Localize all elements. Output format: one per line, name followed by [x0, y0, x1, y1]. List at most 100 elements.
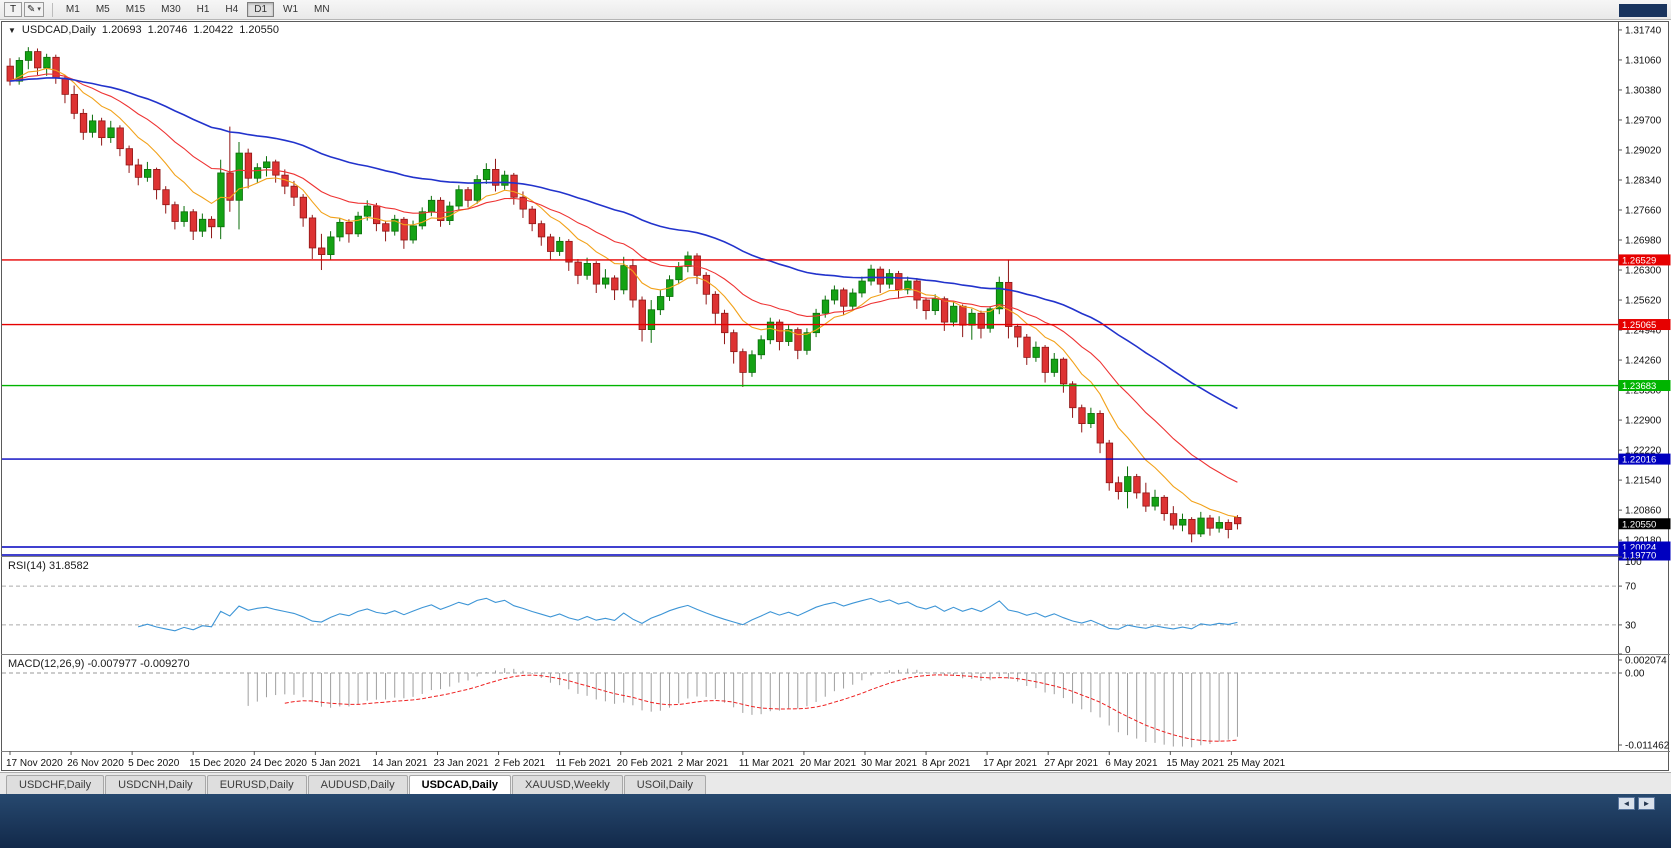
- low-value: 1.20422: [193, 24, 234, 36]
- chevron-down-icon: ▾: [37, 6, 41, 13]
- svg-text:11 Mar 2021: 11 Mar 2021: [739, 758, 795, 769]
- svg-text:1.26980: 1.26980: [1625, 236, 1662, 247]
- svg-text:1.20860: 1.20860: [1625, 506, 1662, 517]
- chart-tab-usdchf[interactable]: USDCHF,Daily: [6, 775, 105, 794]
- level-price-tag: [1618, 254, 1671, 266]
- top-toolbar: T ✎ ▾ M1 M5 M15 M30 H1 H4 D1 W1 MN: [0, 0, 1671, 20]
- close-value: 1.20550: [239, 24, 279, 36]
- level-price-tag: [1618, 319, 1671, 331]
- svg-text:20 Feb 2021: 20 Feb 2021: [617, 758, 674, 769]
- svg-text:5 Dec 2020: 5 Dec 2020: [128, 758, 180, 769]
- svg-text:25 May 2021: 25 May 2021: [1227, 758, 1285, 769]
- svg-text:70: 70: [1625, 582, 1637, 593]
- svg-text:-0.011462: -0.011462: [1625, 741, 1670, 752]
- symbol-title: USDCAD,Daily: [21, 24, 96, 36]
- timeframe-button-m30[interactable]: M30: [161, 4, 181, 15]
- ma-medium-line: [9, 73, 1238, 483]
- svg-text:17 Nov 2020: 17 Nov 2020: [6, 758, 63, 769]
- svg-text:1.23683: 1.23683: [1622, 381, 1656, 392]
- chart-tab-eurusd[interactable]: EURUSD,Daily: [206, 775, 307, 794]
- chart-tab-audusd[interactable]: AUDUSD,Daily: [307, 775, 408, 794]
- svg-text:1.25620: 1.25620: [1625, 296, 1662, 307]
- level-price-tag: [1618, 549, 1671, 561]
- chart-tab-usdcnh[interactable]: USDCNH,Daily: [105, 775, 206, 794]
- rsi-label: RSI(14) 31.8582: [8, 560, 89, 572]
- chart-title-ohlc: ▼ USDCAD,Daily 1.20693 1.20746 1.20422 1…: [8, 24, 279, 36]
- svg-text:1.20180: 1.20180: [1625, 536, 1662, 547]
- level-price-tag: [1618, 453, 1671, 465]
- tab-scroll-right-button[interactable]: ►: [1638, 797, 1655, 810]
- svg-text:26 Nov 2020: 26 Nov 2020: [67, 758, 124, 769]
- ma-slow-line: [9, 77, 1238, 410]
- svg-text:100: 100: [1625, 557, 1642, 568]
- high-value: 1.20746: [147, 24, 188, 36]
- svg-text:8 Apr 2021: 8 Apr 2021: [922, 758, 971, 769]
- svg-text:2 Feb 2021: 2 Feb 2021: [495, 758, 546, 769]
- timeframe-button-m1[interactable]: M1: [65, 4, 80, 15]
- date-axis: 17 Nov 2020 26 Nov 2020 5 Dec 2020 15 Dec 2…: [6, 751, 1286, 769]
- svg-text:17 Apr 2021: 17 Apr 2021: [983, 758, 1037, 769]
- svg-text:5 Jan 2021: 5 Jan 2021: [311, 758, 361, 769]
- svg-text:1.30380: 1.30380: [1625, 85, 1662, 96]
- chart-tabs-bar: USDCHF,Daily USDCNH,Daily EURUSD,Daily AUDU…: [0, 772, 1671, 794]
- timeframe-button-h1[interactable]: H1: [196, 4, 210, 15]
- svg-text:20 Mar 2021: 20 Mar 2021: [800, 758, 857, 769]
- svg-text:1.26529: 1.26529: [1622, 255, 1656, 266]
- current-price-tag: [1618, 518, 1671, 530]
- candles-layer: [6, 47, 1242, 543]
- chart-tab-xauusd[interactable]: XAUUSD,Weekly: [512, 775, 623, 794]
- chart-tab-usoil[interactable]: USOil,Daily: [623, 775, 707, 794]
- rsi-line: [138, 597, 1238, 632]
- timeframe-button-m15[interactable]: M15: [125, 4, 146, 15]
- level-price-tag: [1618, 380, 1671, 392]
- svg-text:1.28340: 1.28340: [1625, 175, 1662, 186]
- svg-text:1.19770: 1.19770: [1622, 551, 1656, 562]
- timeframe-button-m5[interactable]: M5: [95, 4, 110, 15]
- svg-text:1.24260: 1.24260: [1625, 356, 1662, 367]
- open-value: 1.20693: [101, 24, 142, 36]
- timeframe-button-group: M1 M5 M15 M30 H1 H4 D1 W1 MN: [59, 2, 339, 17]
- svg-text:23 Jan 2021: 23 Jan 2021: [433, 758, 488, 769]
- text-tool-button[interactable]: T: [4, 2, 22, 17]
- timeframe-button-w1[interactable]: W1: [283, 4, 299, 15]
- macd-label: MACD(12,26,9) -0.007977 -0.009270: [8, 658, 190, 670]
- ma-fast-line: [9, 67, 1238, 518]
- timeframe-button-h4[interactable]: H4: [225, 4, 239, 15]
- timeframe-button-mn[interactable]: MN: [314, 4, 330, 15]
- top-right-dark-patch: [1619, 4, 1667, 17]
- pencil-icon: ✎: [27, 4, 36, 15]
- chart-tab-usdcad[interactable]: USDCAD,Daily: [408, 775, 512, 794]
- macd-histogram: [247, 668, 1238, 748]
- svg-text:0: 0: [1625, 645, 1631, 656]
- svg-text:2 Mar 2021: 2 Mar 2021: [678, 758, 729, 769]
- macd-signal-line: [284, 674, 1238, 742]
- svg-text:6 May 2021: 6 May 2021: [1105, 758, 1158, 769]
- price-axis: 1.31740 1.31060 1.30380 1.29700 1.29020 1.283…: [1618, 25, 1662, 547]
- svg-text:27 Apr 2021: 27 Apr 2021: [1044, 758, 1098, 769]
- svg-text:1.22016: 1.22016: [1622, 455, 1656, 466]
- price-chart-svg: 1.31740 1.31060 1.30380 1.29700 1.29020 1.283…: [0, 20, 1671, 772]
- bottom-taskbar: ◄ ►: [0, 794, 1671, 848]
- toolbar-separator: [51, 2, 53, 17]
- svg-text:1.21540: 1.21540: [1625, 476, 1662, 487]
- collapse-triangle-icon[interactable]: ▼: [8, 25, 16, 35]
- svg-text:15 May 2021: 15 May 2021: [1166, 758, 1224, 769]
- svg-text:14 Jan 2021: 14 Jan 2021: [372, 758, 427, 769]
- svg-text:1.27660: 1.27660: [1625, 206, 1662, 217]
- svg-text:1.26300: 1.26300: [1625, 266, 1662, 277]
- svg-text:1.24940: 1.24940: [1625, 326, 1662, 337]
- svg-text:24 Dec 2020: 24 Dec 2020: [250, 758, 307, 769]
- svg-text:1.23580: 1.23580: [1625, 386, 1662, 397]
- svg-text:1.29700: 1.29700: [1625, 115, 1662, 126]
- level-price-tag: [1618, 541, 1671, 553]
- svg-text:30: 30: [1625, 620, 1637, 631]
- drawing-tool-button[interactable]: ✎ ▾: [24, 2, 44, 17]
- svg-text:0.00: 0.00: [1625, 669, 1645, 680]
- svg-text:1.31740: 1.31740: [1625, 25, 1662, 36]
- chart-panel: 1.31740 1.31060 1.30380 1.29700 1.29020 1.283…: [0, 20, 1671, 772]
- svg-text:15 Dec 2020: 15 Dec 2020: [189, 758, 246, 769]
- tab-scroll-left-button[interactable]: ◄: [1618, 797, 1635, 810]
- timeframe-button-d1[interactable]: D1: [247, 2, 275, 17]
- svg-text:1.20024: 1.20024: [1622, 542, 1656, 553]
